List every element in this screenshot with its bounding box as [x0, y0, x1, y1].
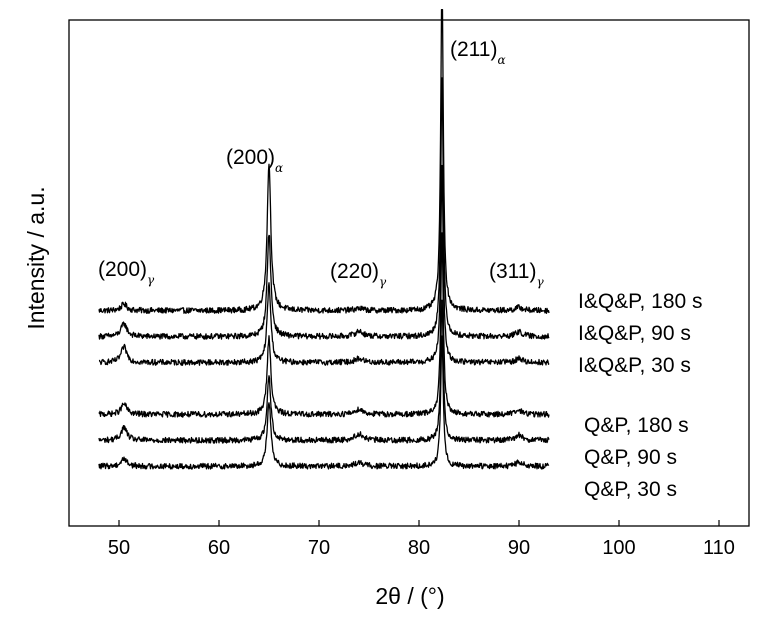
peak-label: (211)α — [450, 38, 506, 67]
peak-annotations: (200)γ(200)α(220)γ(211)α(311)γ — [98, 38, 544, 289]
series-line — [98, 299, 550, 444]
series-line — [98, 164, 550, 366]
trace-group — [98, 8, 550, 470]
peak-label: (200)α — [226, 146, 283, 175]
peak-label-phase: γ — [536, 275, 544, 289]
series-label: Q&P, 180 s — [584, 414, 689, 437]
series-line — [98, 8, 550, 314]
peak-label: (311)γ — [489, 260, 544, 289]
series-label: I&Q&P, 30 s — [578, 354, 691, 377]
x-tick-label: 60 — [208, 537, 230, 559]
peak-label-hkl: (220) — [330, 260, 379, 283]
peak-label-phase: γ — [379, 275, 387, 289]
x-tick-label: 70 — [308, 537, 330, 559]
x-tick-label: 80 — [408, 537, 430, 559]
x-tick-label: 100 — [602, 537, 635, 559]
peak-label-hkl: (200) — [226, 146, 275, 169]
series-line — [98, 77, 550, 340]
peak-label-phase: α — [497, 53, 505, 67]
plot-frame — [68, 19, 750, 527]
peak-label-hkl: (211) — [450, 38, 497, 61]
peak-label-phase: γ — [147, 273, 155, 287]
peak-label: (220)γ — [330, 260, 387, 289]
series-label: I&Q&P, 180 s — [578, 290, 703, 313]
x-tick-label: 110 — [703, 537, 735, 559]
peak-label-phase: α — [275, 161, 283, 175]
series-label: Q&P, 30 s — [584, 478, 677, 501]
series-label: I&Q&P, 90 s — [578, 322, 691, 345]
peak-label-hkl: (200) — [98, 258, 147, 281]
x-axis-title: 2θ / (°) — [375, 583, 444, 609]
peak-label-hkl: (311) — [489, 260, 536, 283]
x-tick-label: 90 — [508, 537, 530, 559]
series-line — [98, 335, 550, 470]
series-label: Q&P, 90 s — [584, 446, 677, 469]
y-axis-title: Intensity / a.u. — [23, 186, 49, 329]
x-axis-ticks: 50 60 70 80 90 100 110 — [108, 520, 735, 559]
peak-label: (200)γ — [98, 258, 155, 287]
series-line — [98, 232, 550, 418]
series-labels: I&Q&P, 180 s I&Q&P, 90 s I&Q&P, 30 s Q&P, 1… — [578, 290, 703, 501]
x-tick-label: 50 — [108, 537, 130, 559]
